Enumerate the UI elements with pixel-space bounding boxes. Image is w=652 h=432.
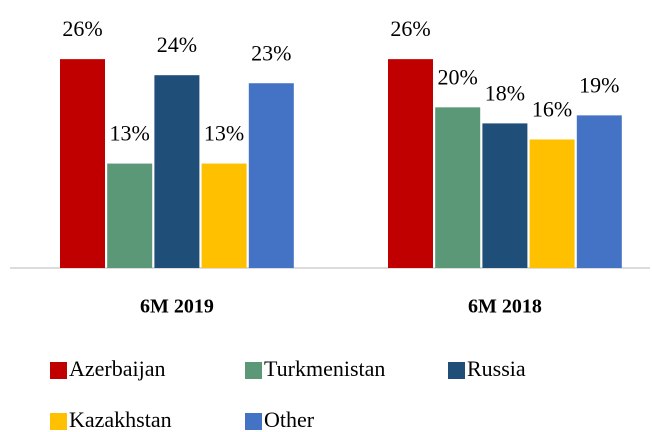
legend-swatch [245,413,262,430]
legend-label: Russia [467,356,526,381]
data-label: 26% [62,16,102,41]
data-label: 24% [157,32,197,57]
bar [576,115,622,268]
bar [154,75,200,268]
legend-swatch [50,413,67,430]
data-label: 20% [438,64,478,89]
bar [107,163,153,268]
data-label: 26% [390,16,430,41]
legend-label: Kazakhstan [69,407,172,432]
data-label: 19% [579,72,619,97]
bar [482,123,528,269]
legend-swatch [245,362,262,379]
legend-label: Turkmenistan [264,356,385,381]
bar [529,139,575,268]
legend-label: Azerbaijan [69,356,166,381]
x-tick-label: 6M 2019 [140,296,214,318]
data-label: 13% [204,121,244,146]
bar [435,107,481,268]
data-label: 23% [251,40,291,65]
legend-swatch [50,362,67,379]
bar [60,59,105,269]
data-label: 16% [532,97,572,122]
legend-swatch [448,362,465,379]
legend-label: Other [264,407,315,432]
bar [248,83,294,268]
data-label: 13% [110,121,150,146]
bar [201,163,247,268]
data-label: 18% [485,80,525,105]
x-tick-label: 6M 2018 [468,296,542,318]
bar [388,59,433,269]
